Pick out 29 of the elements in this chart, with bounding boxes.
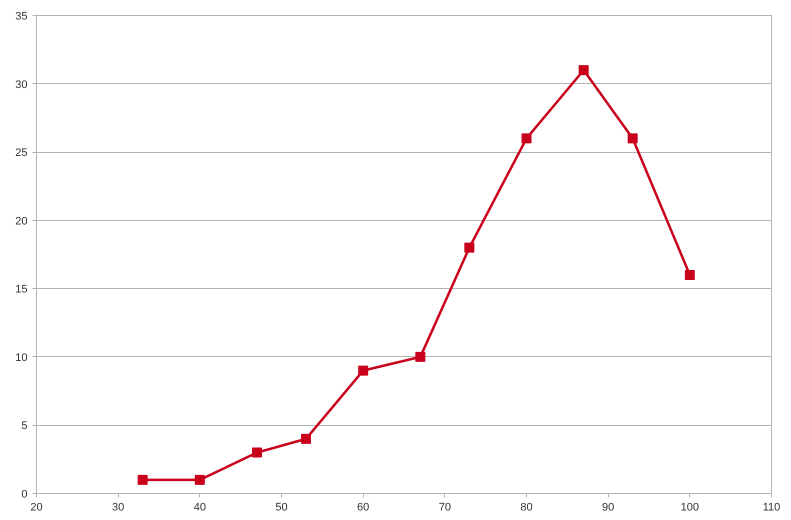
x-tick-label: 20 bbox=[30, 502, 43, 514]
point bbox=[358, 366, 368, 376]
point bbox=[138, 474, 148, 485]
x-tick-label: 100 bbox=[680, 502, 700, 514]
x-tick-label: 60 bbox=[357, 502, 370, 514]
point bbox=[194, 474, 205, 485]
x-tick-label: 50 bbox=[275, 502, 288, 514]
y-tick-label: 0 bbox=[21, 488, 28, 500]
y-tick-label: 15 bbox=[15, 284, 28, 296]
point bbox=[252, 448, 262, 458]
y-tick-label: 10 bbox=[15, 352, 28, 364]
y-tick-label: 30 bbox=[15, 78, 28, 91]
x-tick-label: 70 bbox=[438, 502, 451, 514]
x-tick-label: 80 bbox=[520, 502, 533, 514]
point bbox=[301, 434, 311, 444]
x-tick-label: 40 bbox=[194, 502, 206, 514]
point bbox=[464, 242, 474, 253]
y-tick-label: 35 bbox=[15, 10, 28, 22]
point bbox=[522, 133, 532, 144]
point bbox=[415, 352, 426, 362]
point bbox=[578, 65, 589, 76]
y-tick-label: 20 bbox=[15, 215, 28, 228]
point bbox=[684, 270, 695, 280]
point bbox=[628, 133, 638, 144]
x-tick-label: 110 bbox=[762, 502, 780, 514]
y-tick-label: 5 bbox=[21, 420, 28, 432]
x-tick-label: 90 bbox=[602, 502, 614, 514]
y-tick-label: 25 bbox=[15, 147, 28, 160]
x-tick-label: 30 bbox=[112, 502, 124, 514]
